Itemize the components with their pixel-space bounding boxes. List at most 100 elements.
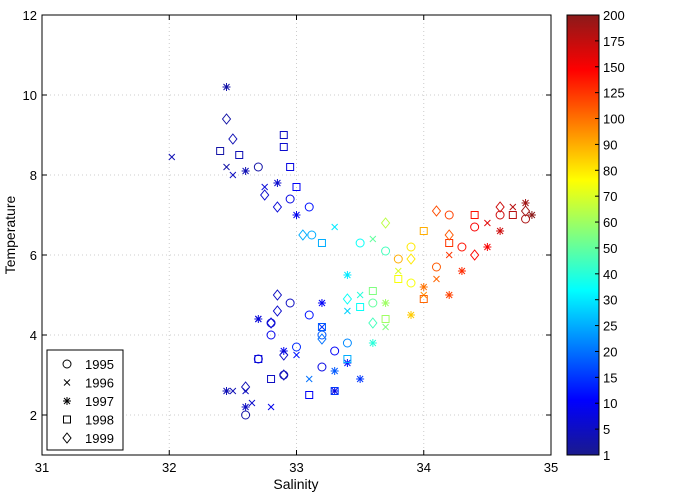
point-1996: [394, 267, 402, 275]
point-1997: [419, 283, 428, 291]
point-1999: [266, 317, 276, 329]
point-1998: [394, 275, 403, 283]
point-1998: [267, 375, 276, 383]
point-1997: [483, 243, 492, 251]
point-1995: [304, 202, 314, 212]
legend-label: 1995: [85, 357, 114, 372]
point-1999: [228, 133, 238, 145]
y-tick-label: 6: [30, 248, 37, 263]
y-tick-label: 4: [30, 328, 37, 343]
point-1999: [317, 333, 327, 345]
point-1999: [272, 201, 283, 213]
legend-label: 1997: [85, 394, 114, 409]
y-axis-title: Temperature: [2, 195, 18, 274]
point-1999: [272, 289, 283, 301]
legend-label: 1998: [85, 413, 114, 428]
x-axis-title: Salinity: [273, 476, 318, 492]
point-1996: [344, 307, 351, 315]
legend-marker: [63, 379, 71, 386]
point-1995: [368, 298, 378, 308]
point-1995: [304, 310, 314, 320]
point-1999: [444, 229, 454, 241]
point-1999: [520, 205, 531, 217]
colorbar-tick-label: 100: [603, 112, 625, 127]
point-1995: [285, 298, 295, 308]
colorbar-tick-label: 10: [603, 396, 617, 411]
point-1999: [221, 113, 232, 125]
point-1998: [508, 211, 517, 219]
point-1997: [521, 199, 530, 207]
colorbar-tick-label: 125: [603, 86, 625, 101]
colorbar-scale: [566, 14, 600, 456]
point-1995: [355, 238, 365, 248]
point-1998: [470, 211, 479, 219]
point-1999: [368, 317, 378, 329]
point-1998: [381, 315, 390, 323]
point-1997: [527, 211, 536, 219]
point-1999: [431, 205, 442, 217]
point-1995: [381, 246, 391, 256]
point-1997: [356, 375, 365, 383]
point-1996: [293, 351, 300, 359]
point-1998: [419, 227, 428, 235]
colorbar-tick-label: 1: [603, 448, 610, 463]
point-1996: [433, 275, 440, 283]
point-1995: [470, 222, 480, 232]
point-1997: [254, 315, 263, 323]
data-points: [168, 83, 536, 420]
x-tick-label: 35: [544, 460, 558, 475]
x-axis: 31 32 33 34 35: [35, 15, 558, 475]
point-1998: [419, 295, 428, 303]
point-1998: [305, 391, 314, 399]
point-1996: [248, 399, 256, 407]
point-1997: [330, 367, 339, 375]
point-1997: [241, 167, 250, 175]
point-1995: [431, 262, 441, 272]
point-1997: [445, 291, 454, 299]
point-1995: [292, 342, 301, 352]
point-1997: [368, 339, 377, 347]
point-1999: [240, 381, 251, 393]
point-1995: [393, 254, 403, 264]
point-1998: [317, 323, 326, 331]
point-1995: [444, 210, 454, 220]
point-1999: [298, 229, 308, 241]
point-1997: [222, 83, 231, 91]
point-1998: [343, 355, 352, 363]
point-1997: [222, 387, 231, 395]
colorbar-tick-label: 150: [603, 60, 625, 75]
point-1999: [495, 201, 505, 213]
point-1996: [305, 375, 313, 383]
point-1996: [229, 171, 237, 179]
legend-marker: [62, 359, 72, 369]
point-1998: [368, 287, 377, 295]
point-1995: [495, 210, 505, 220]
point-1995: [307, 230, 317, 240]
point-1996: [509, 203, 517, 211]
point-1999: [272, 305, 283, 317]
colorbar-tick-label: 40: [603, 267, 617, 282]
colorbar-tick-label: 30: [603, 293, 617, 308]
point-1996: [318, 323, 326, 331]
point-1999: [470, 249, 480, 261]
point-1996: [369, 235, 377, 243]
point-1996: [223, 163, 230, 171]
legend-marker: [63, 415, 71, 424]
legend-label: 1999: [85, 431, 114, 446]
y-tick-label: 10: [23, 88, 37, 103]
point-1997: [330, 387, 339, 395]
point-1996: [168, 153, 176, 161]
point-1996: [229, 387, 237, 395]
colorbar-tick-label: 70: [603, 189, 617, 204]
colorbar-tick-label: 25: [603, 319, 617, 334]
point-1995: [266, 330, 276, 340]
point-1997: [292, 211, 301, 219]
colorbar-tick-label: 50: [603, 241, 617, 256]
point-1995: [406, 242, 416, 252]
point-1998: [235, 151, 244, 159]
y-tick-label: 12: [23, 8, 37, 23]
colorbar-tick-label: 80: [603, 163, 617, 178]
x-tick-label: 34: [417, 460, 431, 475]
point-1995: [406, 278, 416, 288]
point-1999: [406, 253, 416, 265]
